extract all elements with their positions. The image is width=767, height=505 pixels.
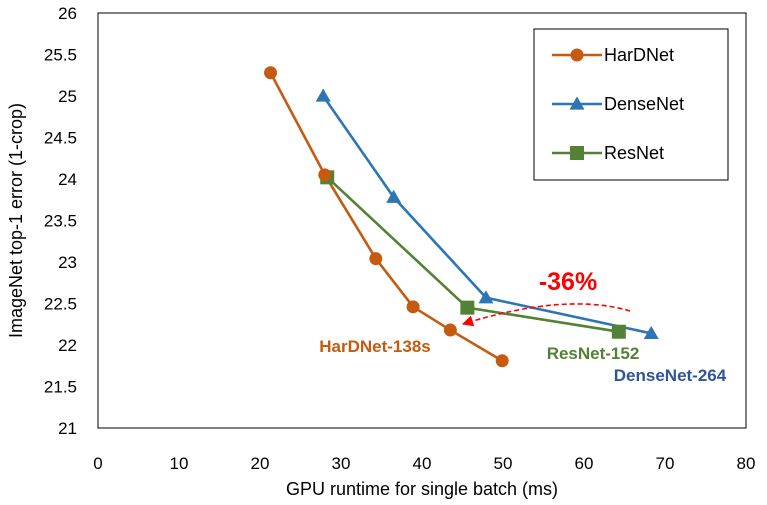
y-tick-label: 21.5 [44,378,77,397]
hardnet-point [264,66,278,80]
legend-hardnet-label: HarDNet [604,45,674,65]
x-tick-label: 60 [575,454,594,473]
legend-resnet-label: ResNet [604,143,664,163]
hardnet-series-line [269,72,503,362]
legend-resnet-marker [570,146,584,160]
hardnet-point [406,300,420,314]
densenet-point [386,189,402,203]
resnet-point [611,324,626,339]
x-tick-label: 80 [737,454,756,473]
y-axis-title: ImageNet top-1 error (1-crop) [6,103,26,338]
y-tick-label: 23.5 [44,212,77,231]
x-tick-label: 70 [656,454,675,473]
annotation-resnet-152: ResNet-152 [547,344,640,363]
x-axis-title: GPU runtime for single batch (ms) [286,479,558,499]
annotation-densenet-264: DenseNet-264 [614,366,727,385]
y-tick-label: 22 [58,336,77,355]
y-axis-ticks: 21 21.5 22 22.5 23 23.5 24 24.5 25 25.5 26 [44,4,77,438]
hardnet-point [495,354,509,368]
annotation-hardnet-138s: HarDNet-138s [319,337,431,356]
legend: HarDNet DenseNet ResNet [533,28,729,181]
densenet-point [643,325,659,340]
legend-items: HarDNet DenseNet ResNet [552,45,684,163]
legend-hardnet-marker [570,48,584,62]
plot-area [97,12,747,429]
y-tick-label: 21 [58,419,77,438]
x-tick-label: 50 [494,454,513,473]
speedup-arrow [461,303,631,327]
y-tick-label: 25 [58,87,77,106]
series-layer [264,66,659,368]
x-tick-label: 20 [251,454,270,473]
densenet-point [478,290,494,304]
legend-densenet-marker [569,96,585,110]
densenet-point [315,88,331,102]
hardnet-point [318,168,332,182]
hardnet-point [443,323,457,337]
hardnet-point [369,252,383,266]
x-tick-label: 0 [93,454,102,473]
annotation-speedup: -36% [539,268,597,296]
x-tick-label: 10 [170,454,189,473]
y-tick-label: 22.5 [44,295,77,314]
y-tick-label: 24.5 [44,129,77,148]
x-axis-ticks: 0 10 20 30 40 50 60 70 80 [93,454,755,473]
y-tick-label: 24 [58,170,77,189]
y-tick-label: 23 [58,253,77,272]
x-tick-label: 40 [413,454,432,473]
legend-densenet-label: DenseNet [604,94,684,114]
x-tick-label: 30 [332,454,351,473]
resnet-point [460,300,475,315]
y-tick-label: 26 [58,4,77,23]
y-tick-label: 25.5 [44,46,77,65]
densenet-series-line [322,95,652,335]
